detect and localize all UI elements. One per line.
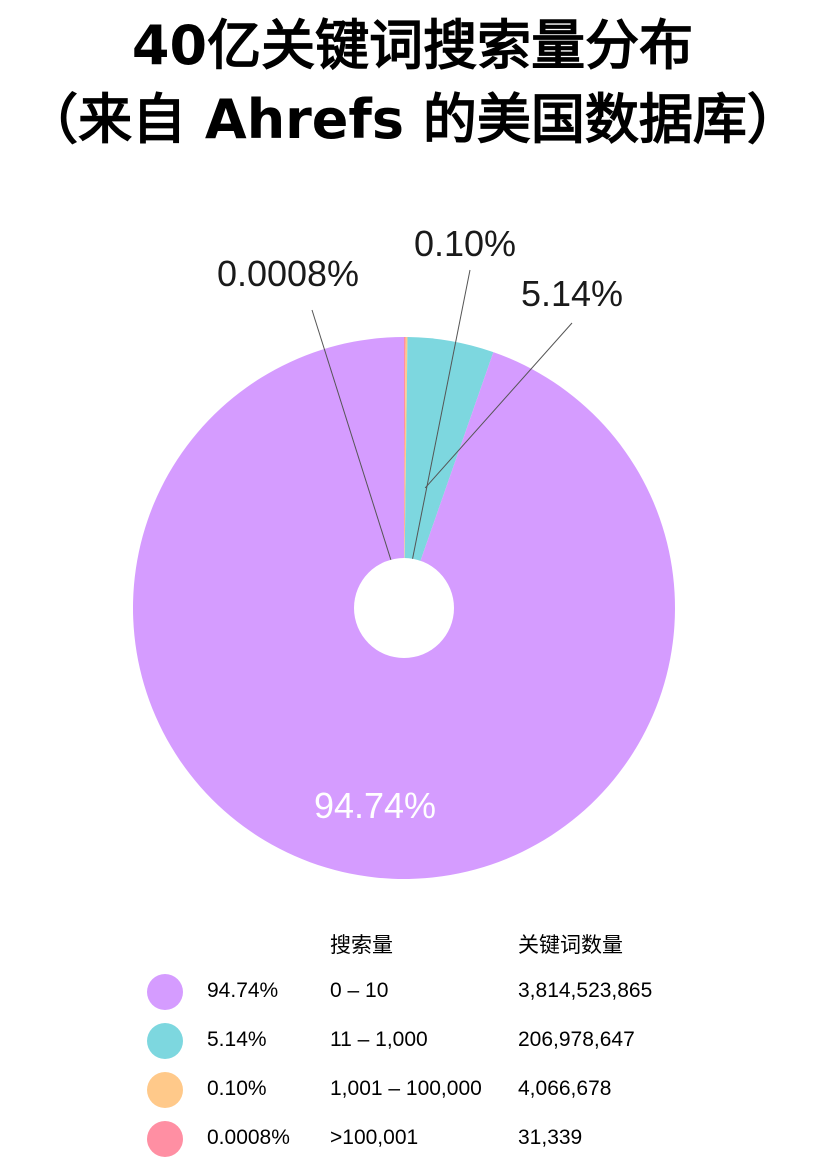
legend-row: 0.0008% >100,001 31,339: [0, 1119, 825, 1159]
legend-swatch: [147, 1023, 183, 1059]
legend-row: 5.14% 11 – 1,000 206,978,647: [0, 1021, 825, 1061]
donut-hole: [354, 558, 454, 658]
legend-header-keyword-count: 关键词数量: [518, 933, 623, 957]
leader-line: [311, 309, 405, 602]
legend-keyword-count: 4,066,678: [518, 1077, 612, 1100]
legend-search-range: 1,001 – 100,000: [330, 1077, 482, 1100]
label-leader-lines: [311, 269, 573, 602]
legend-percent: 0.10%: [207, 1077, 267, 1100]
leader-line: [424, 322, 573, 489]
legend-row: 94.74% 0 – 10 3,814,523,865: [0, 972, 825, 1012]
slice-label: 0.0008%: [217, 253, 359, 294]
legend-percent: 0.0008%: [207, 1126, 290, 1149]
pie-chart: 0.0008% 0.10%5.14% 94.74%: [132, 223, 675, 880]
pie-slice: [404, 337, 494, 608]
pie-slice: [404, 337, 406, 608]
slice-label: 5.14%: [521, 273, 623, 314]
legend-keyword-count: 31,339: [518, 1126, 583, 1149]
legend-header-search-volume: 搜索量: [330, 933, 393, 957]
legend-search-range: 11 – 1,000: [330, 1028, 428, 1051]
legend-percent: 94.74%: [207, 979, 279, 1002]
legend-table: 搜索量 关键词数量 94.74% 0 – 10 3,814,523,865 5.…: [0, 915, 825, 1157]
legend-keyword-count: 3,814,523,865: [518, 979, 653, 1002]
slice-label: 94.74%: [314, 785, 436, 826]
slice-label: 0.10%: [414, 223, 516, 264]
legend-row: 0.10% 1,001 – 100,000 4,066,678: [0, 1070, 825, 1110]
leader-line: [403, 269, 471, 602]
slice-labels: 0.0008% 0.10%5.14% 94.74%: [217, 223, 623, 826]
legend-keyword-count: 206,978,647: [518, 1028, 635, 1051]
chart-title-line-1: 40亿关键词搜索量分布: [131, 14, 694, 77]
pie-slice: [404, 337, 408, 608]
legend-swatch: [147, 1121, 183, 1157]
legend-swatch: [147, 1072, 183, 1108]
legend-percent: 5.14%: [207, 1028, 267, 1051]
chart-title-line-2: （来自 Ahrefs 的美国数据库）: [24, 88, 801, 151]
legend-search-range: >100,001: [330, 1126, 419, 1149]
legend-search-range: 0 – 10: [330, 979, 389, 1002]
legend-swatch: [147, 974, 183, 1010]
